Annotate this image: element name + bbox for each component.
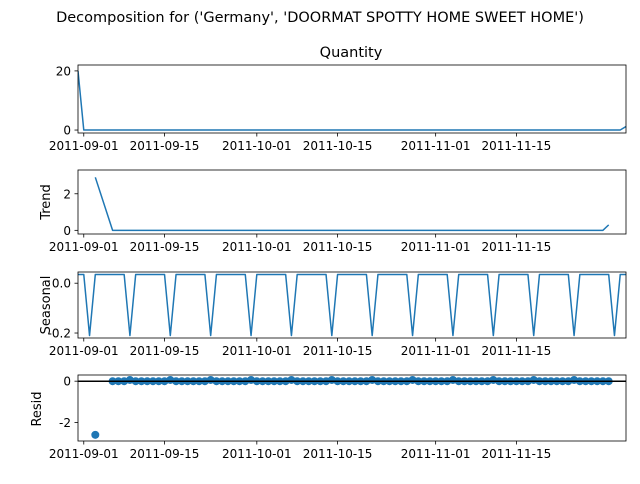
figure-title: Decomposition for ('Germany', 'DOORMAT S… [56,10,584,26]
y-tick-label: 0 [63,224,71,238]
x-tick-label: 2011-11-15 [482,240,552,254]
quantity-panel: 2011-09-01 2011-09-15 2011-10-01 2011-10-15… [49,64,627,153]
observed-data [78,70,626,131]
y-tick-label: 0 [63,124,71,138]
y-tick-label: 0.0 [52,277,71,291]
resid-panel: 2011-09-01 2011-09-15 2011-10-01 2011-10-15… [49,374,627,461]
seasonal-data [78,273,626,337]
resid-axis-label: Resid [30,391,45,426]
x-tick-label: 2011-09-15 [130,139,200,153]
x-tick-label: 2011-10-01 [222,139,292,153]
y-tick-label: 0 [63,375,71,389]
quantity-panel-title: Quantity [320,45,383,61]
seasonal-panel: 2011-09-01 2011-09-15 2011-10-01 2011-10-15… [48,271,627,358]
x-tick-label: 2011-09-01 [49,344,119,358]
x-tick-label: 2011-10-01 [222,344,292,358]
trend-panel: 2011-09-01 2011-09-15 2011-10-01 2011-10-15… [49,169,627,254]
y-tick-label: -0.2 [48,327,71,341]
x-tick-label: 2011-11-01 [401,447,471,461]
x-tick-label: 2011-10-01 [222,240,292,254]
trend-axes-frame [77,169,627,235]
x-tick-label: 2011-11-15 [482,139,552,153]
x-tick-label: 2011-09-01 [49,447,119,461]
x-tick-label: 2011-10-15 [303,447,373,461]
resid-axes-frame [77,374,627,442]
resid-point [91,430,100,439]
x-tick-label: 2011-09-15 [130,447,200,461]
x-tick-label: 2011-10-15 [303,139,373,153]
trend-data [94,177,610,232]
trend-axis-label: Trend [39,184,54,221]
x-tick-label: 2011-11-01 [401,240,471,254]
trend-series-line [94,177,610,232]
seasonal-series-line [78,273,626,337]
x-tick-label: 2011-11-01 [401,139,471,153]
x-tick-label: 2011-09-15 [130,344,200,358]
y-tick-label: 20 [56,64,71,78]
observed-series-line [78,70,626,131]
observed-axes-frame [77,64,627,134]
x-tick-label: 2011-10-15 [303,240,373,254]
y-tick-label: 2 [63,187,71,201]
x-tick-label: 2011-09-01 [49,240,119,254]
x-tick-label: 2011-09-15 [130,240,200,254]
x-tick-label: 2011-11-01 [401,344,471,358]
x-tick-label: 2011-09-01 [49,139,119,153]
seasonal-axes-frame [77,271,627,339]
y-tick-label: -2 [59,416,71,430]
x-tick-label: 2011-10-01 [222,447,292,461]
resid-data [91,375,613,439]
seasonal-axis-label: Seasonal [39,276,54,335]
x-tick-label: 2011-11-15 [482,447,552,461]
x-tick-label: 2011-10-15 [303,344,373,358]
x-tick-label: 2011-11-15 [482,344,552,358]
